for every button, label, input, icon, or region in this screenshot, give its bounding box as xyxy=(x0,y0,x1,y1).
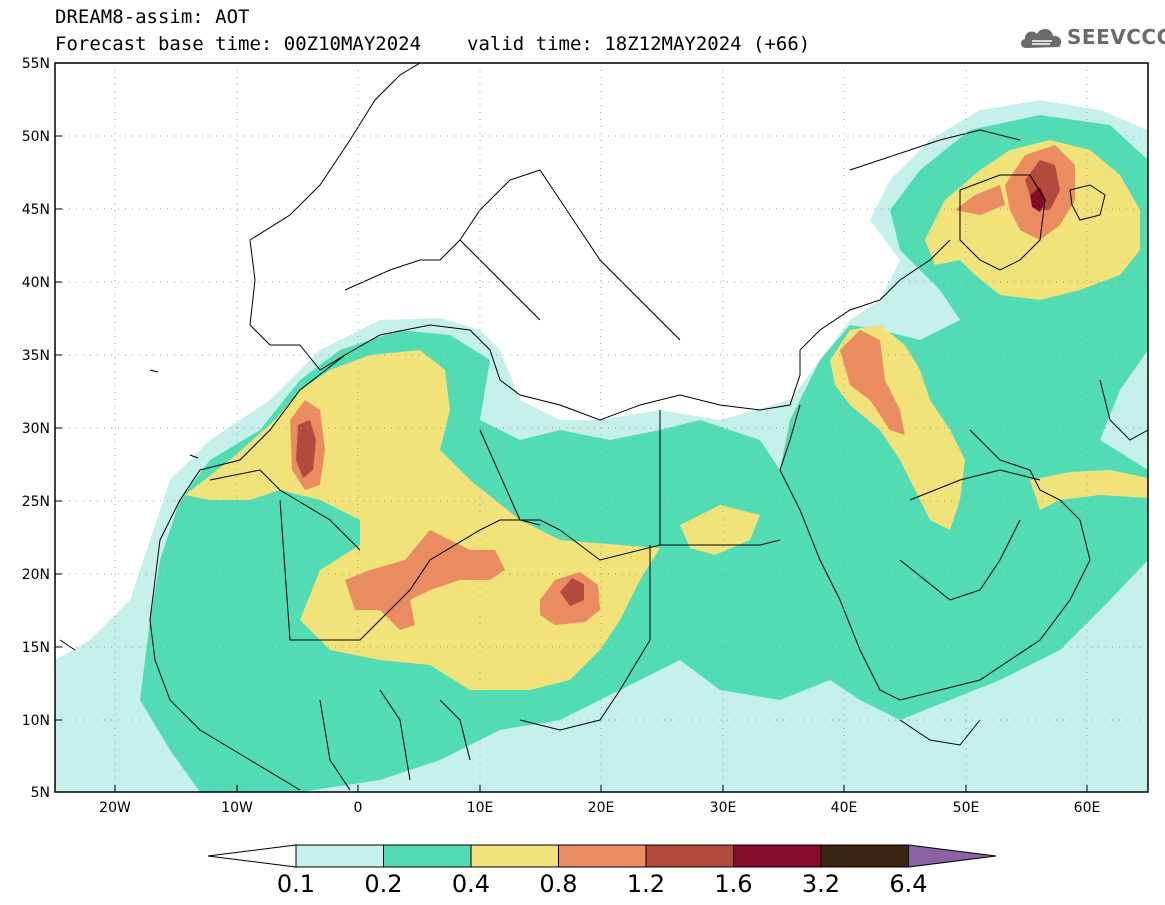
colorbar-label: 0.1 xyxy=(277,870,315,898)
colorbar-box xyxy=(820,844,909,868)
colorbar-label: 0.2 xyxy=(364,870,402,898)
colorbar-label: 0.4 xyxy=(452,870,490,898)
colorbar-box xyxy=(295,844,384,868)
lon-label: 30E xyxy=(710,800,737,816)
aot-contour-1.2-chad xyxy=(560,578,584,606)
colorbar-label: 6.4 xyxy=(889,870,927,898)
lat-label: 30N xyxy=(22,421,50,437)
map-grid xyxy=(55,63,1148,792)
lon-label: 60E xyxy=(1074,800,1101,816)
aot-contour-0.8-niger xyxy=(345,530,505,630)
base-time: Forecast base time: 00Z10MAY2024 xyxy=(55,33,422,55)
lon-label: 10W xyxy=(221,800,253,816)
colorbar xyxy=(207,844,997,868)
seevccc-logo: SEEVCCC xyxy=(1018,22,1165,54)
colorbar-labels: 0.1 0.2 0.4 0.8 1.2 1.6 3.2 6.4 xyxy=(277,870,928,898)
lon-label: 10E xyxy=(467,800,494,816)
aot-contour-1.6-caspian xyxy=(1030,187,1046,212)
lat-label: 15N xyxy=(22,640,50,656)
colorbar-low-arrow xyxy=(207,844,297,868)
colorbar-box xyxy=(470,844,559,868)
lat-label: 45N xyxy=(22,202,50,218)
colorbar-box xyxy=(383,844,472,868)
map-title: DREAM8-assim: AOT xyxy=(55,6,250,28)
coastlines-and-borders xyxy=(59,63,1148,791)
colorbar-box xyxy=(645,844,734,868)
lat-label: 25N xyxy=(22,494,50,510)
lat-label: 55N xyxy=(22,56,50,72)
colorbar-label: 1.6 xyxy=(714,870,752,898)
logo-text: SEEVCCC xyxy=(1067,25,1165,49)
longitude-labels: 20W 10W 0 10E 20E 30E 40E 50E 60E xyxy=(99,800,1100,816)
lat-label: 10N xyxy=(22,713,50,729)
map-subtitle: Forecast base time: 00Z10MAY2024 valid ti… xyxy=(55,33,810,55)
aot-contour-0.8-kz xyxy=(955,185,1005,215)
aot-contour-0.4-east xyxy=(680,505,760,555)
lat-label: 50N xyxy=(22,129,50,145)
lat-label: 5N xyxy=(31,785,50,801)
colorbar-label: 3.2 xyxy=(802,870,840,898)
cloud-icon xyxy=(1020,28,1062,48)
lon-label: 20E xyxy=(588,800,615,816)
lat-label: 20N xyxy=(22,567,50,583)
aot-contour-0.8-iraq xyxy=(840,330,905,435)
colorbar-high-arrow xyxy=(908,844,997,868)
colorbar-box xyxy=(558,844,647,868)
axis-ticks xyxy=(55,62,1088,792)
valid-time: valid time: 18Z12MAY2024 (+66) xyxy=(467,33,811,55)
latitude-labels: 55N 50N 45N 40N 35N 30N 25N 20N 15N 10N … xyxy=(22,56,50,801)
lon-label: 40E xyxy=(831,800,858,816)
colorbar-label: 1.2 xyxy=(627,870,665,898)
lat-label: 35N xyxy=(22,348,50,364)
colorbar-box xyxy=(733,844,822,868)
colorbar-label: 0.8 xyxy=(539,870,577,898)
lon-label: 50E xyxy=(953,800,980,816)
lon-label: 0 xyxy=(354,800,363,816)
aot-contour-1.2-morocco xyxy=(296,420,316,478)
lon-label: 20W xyxy=(99,800,131,816)
aot-field xyxy=(55,100,1148,792)
lat-label: 40N xyxy=(22,275,50,291)
